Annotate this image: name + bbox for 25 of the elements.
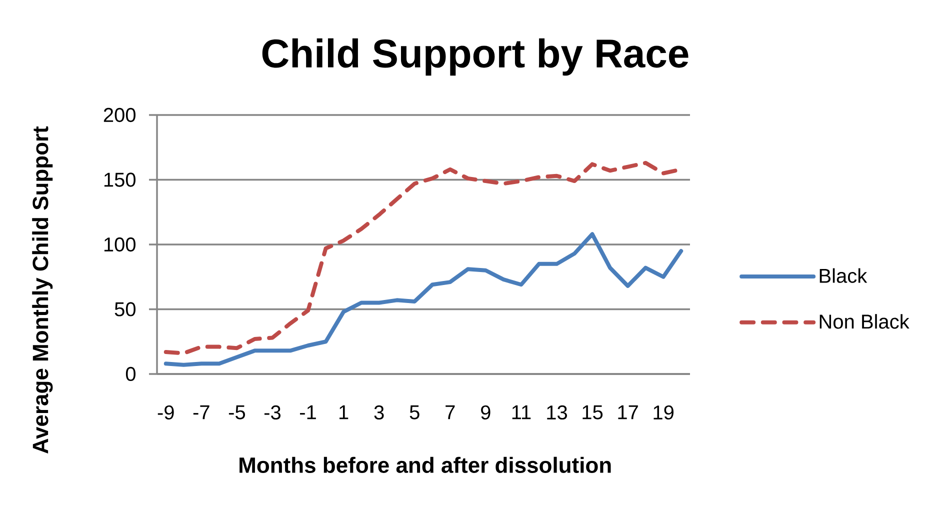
x-tick-label: -9: [158, 405, 174, 420]
x-tick-label: 1: [340, 405, 348, 420]
x-tick-label: 13: [547, 405, 567, 420]
x-tick-label: 7: [446, 405, 455, 420]
y-tick-label: 200: [104, 108, 136, 122]
x-tick-label: -1: [300, 405, 316, 420]
x-tick-label: -3: [264, 405, 280, 420]
y-tick-label: 150: [104, 172, 136, 187]
legend-label: Black: [820, 268, 868, 283]
x-tick-label: 11: [512, 405, 531, 420]
x-tick-label: 5: [410, 405, 420, 420]
x-tick-label: -5: [228, 405, 246, 420]
y-tick-label: 100: [104, 237, 136, 252]
y-axis-title: Average Monthly Child Support: [32, 126, 53, 454]
x-tick-label: 19: [654, 405, 674, 420]
chart-title: Child Support by Race: [262, 38, 688, 76]
x-tick-label: 3: [374, 405, 384, 420]
x-tick-label: 17: [618, 405, 638, 420]
y-tick-label: 50: [114, 302, 136, 316]
y-tick-label: 0: [126, 366, 136, 382]
legend-label: Non Black: [820, 314, 910, 329]
x-axis-title: Months before and after dissolution: [240, 456, 611, 473]
x-tick-label: 15: [582, 405, 603, 420]
x-tick-label: 9: [481, 405, 490, 420]
x-tick-label: -7: [193, 405, 210, 420]
